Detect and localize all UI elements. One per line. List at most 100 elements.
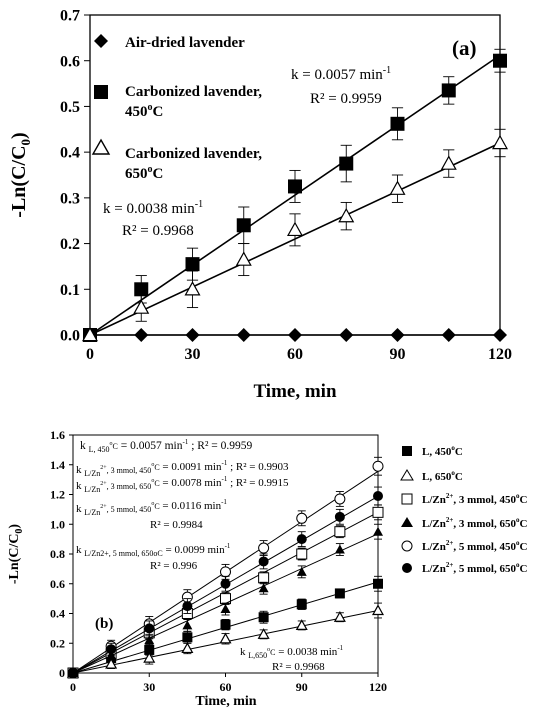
- y-tick-label: 0.4: [60, 145, 80, 162]
- data-point: [181, 642, 194, 654]
- y-tick-label: 0.2: [60, 236, 80, 253]
- data-point: [493, 328, 507, 342]
- panel-b-label: (b): [95, 616, 113, 632]
- data-point: [220, 566, 231, 578]
- legend-label-carb-450-2: 450oC: [125, 102, 163, 120]
- data-point: [185, 257, 200, 272]
- annot-b-k-5-450: k L/Zn2+, 5 mmol, 450oC = 0.0116 min-1: [76, 498, 227, 517]
- data-point: [257, 628, 270, 639]
- legend-b-marker-triangle-open: [400, 469, 414, 481]
- data-point: [184, 281, 201, 296]
- data-point: [236, 218, 251, 233]
- data-point: [390, 328, 405, 342]
- annot-b-k-3-650: k L/Zn2+, 3 mmol, 650oC = 0.0078 min-1 ;…: [76, 475, 289, 494]
- data-point: [258, 542, 270, 554]
- legend-marker-triangle: [91, 138, 111, 155]
- legend-label-carb-650-2: 650oC: [125, 164, 163, 182]
- data-point: [338, 207, 355, 223]
- panel-b-annotations: k L, 450oC = 0.0057 min-1 ; R² = 0.9959 …: [76, 438, 344, 673]
- legend-b-label-3-450: L/Zn2+, 3 mmol, 450oC: [422, 492, 528, 506]
- data-point: [288, 328, 302, 342]
- data-point: [371, 604, 385, 616]
- y-tick-label: 0.6: [60, 53, 80, 70]
- x-tick-label: 0: [86, 346, 94, 363]
- series-5: [68, 486, 383, 678]
- data-point: [144, 644, 155, 655]
- data-point: [144, 623, 155, 634]
- data-point: [133, 299, 150, 314]
- data-point: [220, 578, 231, 589]
- data-point: [258, 583, 269, 593]
- data-point: [288, 179, 302, 194]
- data-point: [220, 604, 231, 614]
- panel-a-ylabel: -Ln(C/C0): [8, 132, 33, 217]
- data-point: [389, 180, 406, 195]
- annot-b-r2-5-650: R² = 0.996: [150, 560, 198, 572]
- x-tick-label: 30: [143, 680, 155, 694]
- y-tick-label: 1.4: [50, 458, 65, 472]
- data-point: [143, 651, 156, 663]
- data-point: [334, 544, 345, 554]
- data-point: [106, 644, 117, 655]
- y-tick-label: 0: [59, 666, 65, 680]
- data-point: [334, 493, 346, 505]
- data-point: [220, 619, 231, 630]
- legend-b-marker-circle-open: [401, 540, 413, 552]
- y-tick-label: 0.5: [60, 99, 80, 116]
- data-point: [68, 668, 78, 678]
- legend-label-carb-450-1: Carbonized lavender,: [125, 84, 262, 100]
- series-2: [81, 128, 509, 342]
- y-tick-label: 0.4: [50, 607, 65, 621]
- data-point: [258, 572, 270, 584]
- annot-b-k-3-450: k L/Zn2+, 3 mmol, 450oC = 0.0091 min-1 ;…: [76, 459, 289, 478]
- data-point: [334, 511, 345, 522]
- annot-b-r2-l650: R² = 0.9968: [272, 661, 325, 673]
- panel-b: 0 0.2 0.4 0.6 0.8 1.0 1.2 1.4 1.6 0 30 60 90 120 -Ln…: [7, 428, 528, 709]
- panel-a: 0.0 0.1 0.2 0.3 0.4 0.5 0.6 0.7 0 30 60 90 120 -Ln(…: [8, 8, 512, 402]
- data-point: [372, 506, 384, 518]
- data-point: [339, 156, 354, 171]
- data-point: [296, 599, 307, 610]
- annot-b-k-l450: k L, 450oC = 0.0057 min-1 ; R² = 0.9959: [80, 438, 253, 454]
- data-point: [373, 578, 383, 589]
- annotation-k-650: k = 0.0038 min-1: [103, 199, 203, 217]
- data-point: [182, 620, 193, 630]
- series-1: [83, 48, 507, 342]
- annot-b-k-l650: k L,650oC = 0.0038 min-1: [240, 644, 344, 660]
- y-tick-label: 0.7: [60, 8, 80, 25]
- x-tick-label: 60: [287, 346, 303, 363]
- data-point: [333, 610, 346, 622]
- data-point: [334, 526, 346, 538]
- legend-label-air-dried: Air-dried lavender: [125, 35, 245, 51]
- panel-a-xlabel: Time, min: [253, 381, 336, 402]
- data-point: [182, 601, 193, 612]
- legend-marker-square: [94, 85, 108, 99]
- data-point: [185, 328, 200, 342]
- y-tick-label: 1.0: [50, 517, 65, 531]
- data-point: [236, 328, 251, 342]
- data-point: [81, 326, 99, 342]
- data-point: [295, 619, 308, 630]
- legend-b-label-5-450: L/Zn2+, 5 mmol, 450oC: [422, 539, 528, 553]
- data-point: [441, 83, 456, 98]
- legend-b-label-3-650: L/Zn2+, 3 mmol, 650oC: [422, 516, 528, 530]
- legend-b-marker-square-open: [401, 493, 413, 505]
- panel-a-label: (a): [452, 36, 477, 60]
- data-point: [258, 612, 269, 623]
- data-point: [390, 116, 405, 131]
- annotation-r2-450: R² = 0.9959: [310, 91, 382, 107]
- legend-label-carb-650-1: Carbonized lavender,: [125, 146, 262, 162]
- y-tick-label: 0.8: [50, 547, 65, 561]
- x-tick-label: 120: [369, 680, 387, 694]
- y-tick-label: 0.3: [60, 190, 80, 207]
- panel-b-xlabel: Time, min: [195, 694, 256, 709]
- x-tick-label: 90: [390, 346, 406, 363]
- data-point: [134, 328, 149, 342]
- y-tick-label: 0.0: [60, 328, 80, 345]
- panel-b-ylabel: -Ln(C/C0): [7, 524, 25, 585]
- legend-b-marker-triangle-filled: [401, 517, 413, 527]
- series-1: [66, 602, 385, 678]
- series-3: [68, 523, 383, 677]
- data-point: [296, 566, 307, 576]
